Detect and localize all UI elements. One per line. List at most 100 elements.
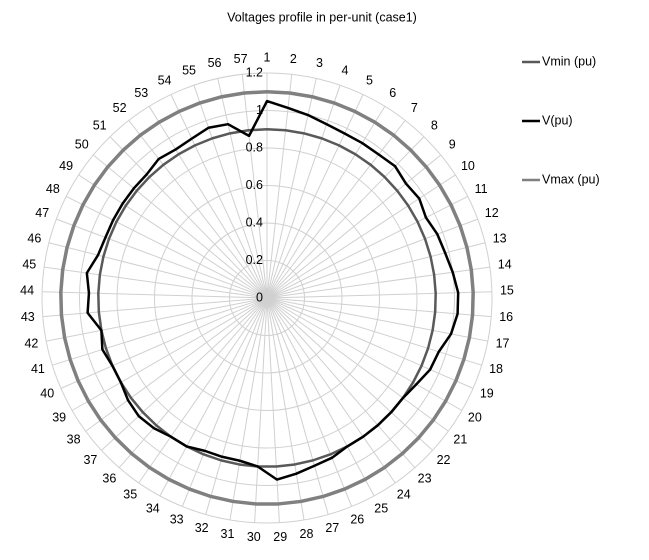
category-label: 25 <box>374 501 388 515</box>
spoke <box>266 195 468 299</box>
spoke <box>266 218 478 299</box>
spoke <box>266 297 449 432</box>
legend-label: V(pu) <box>542 113 573 127</box>
spoke <box>229 297 268 521</box>
spoke <box>241 74 268 299</box>
category-label: 7 <box>411 101 418 115</box>
spoke <box>128 120 268 299</box>
category-label: 3 <box>316 56 323 70</box>
spoke <box>148 106 268 299</box>
category-label: 18 <box>489 362 503 376</box>
category-label: 12 <box>485 206 499 220</box>
category-label: 37 <box>83 453 97 467</box>
category-label: 35 <box>123 488 137 502</box>
spoke <box>170 94 268 299</box>
category-label: 27 <box>325 521 339 535</box>
series-line <box>97 128 437 468</box>
category-label: 24 <box>397 488 411 502</box>
spoke <box>266 291 492 299</box>
category-label: 50 <box>75 138 89 152</box>
category-label: 19 <box>480 387 494 401</box>
chart-title: Voltages profile in per-unit (case1) <box>227 10 417 24</box>
radial-tick-label: 0.8 <box>246 140 263 154</box>
spoke <box>93 154 268 299</box>
spoke <box>193 85 268 299</box>
spoke <box>42 297 268 318</box>
category-label: 40 <box>40 387 54 401</box>
category-label: 47 <box>35 206 49 220</box>
category-label: 45 <box>22 257 36 271</box>
spoke <box>266 297 474 389</box>
spoke <box>266 136 425 299</box>
spoke <box>181 297 268 507</box>
spoke <box>266 174 456 299</box>
category-label: 51 <box>93 118 107 132</box>
category-label: 38 <box>67 432 81 446</box>
spoke <box>56 218 268 299</box>
spoke <box>266 154 441 299</box>
spoke <box>266 297 492 318</box>
spoke <box>266 297 280 523</box>
radial-tick-label: 0 <box>256 290 263 304</box>
spoke <box>266 297 416 469</box>
category-label: 16 <box>499 310 513 324</box>
category-label: 9 <box>449 138 456 152</box>
spoke <box>159 297 268 497</box>
category-label: 30 <box>247 530 261 544</box>
series-line <box>85 99 460 481</box>
spoke <box>266 297 433 451</box>
spoke <box>66 195 268 299</box>
radial-tick-label: 0.6 <box>246 178 263 192</box>
category-label: 26 <box>350 513 364 527</box>
spoke <box>60 297 268 389</box>
category-label: 13 <box>493 231 507 245</box>
spoke <box>266 297 329 515</box>
category-label: 57 <box>234 52 248 66</box>
spoke <box>266 297 396 484</box>
radial-tick-label: 1 <box>256 103 263 117</box>
category-label: 14 <box>498 257 512 271</box>
legend-label: Vmin (pu) <box>542 54 596 68</box>
legend-label: Vmax (pu) <box>542 172 600 186</box>
category-label: 20 <box>468 410 482 424</box>
spoke <box>78 174 268 299</box>
category-label: 21 <box>453 432 467 446</box>
series-line <box>59 90 475 506</box>
category-label: 34 <box>146 501 160 515</box>
spoke <box>138 297 268 484</box>
category-label: 46 <box>27 231 41 245</box>
category-label: 29 <box>273 530 287 544</box>
spoke <box>266 85 341 299</box>
category-label: 11 <box>475 182 488 196</box>
radial-tick-label: 1.2 <box>246 65 263 79</box>
spoke <box>42 291 268 299</box>
category-label: 49 <box>59 159 73 173</box>
category-label: 8 <box>431 118 438 132</box>
category-label: 6 <box>389 86 396 100</box>
category-label: 54 <box>158 73 172 87</box>
category-label: 5 <box>366 73 373 87</box>
spoke <box>266 78 317 299</box>
spoke <box>266 297 463 411</box>
category-label: 39 <box>52 410 66 424</box>
radial-tick-label: 0.2 <box>246 253 263 267</box>
spoke <box>217 78 268 299</box>
category-label: 44 <box>20 284 34 298</box>
category-label: 48 <box>46 182 60 196</box>
category-label: 52 <box>113 101 127 115</box>
category-label: 42 <box>24 336 38 350</box>
category-label: 53 <box>134 86 148 100</box>
spoke <box>101 297 268 451</box>
category-label: 4 <box>341 63 348 77</box>
category-label: 36 <box>102 471 116 485</box>
category-label: 1 <box>264 50 271 64</box>
category-label: 23 <box>418 471 432 485</box>
spoke <box>118 297 268 469</box>
spoke <box>52 297 268 366</box>
spoke <box>266 297 482 366</box>
spoke <box>266 297 305 521</box>
category-label: 15 <box>500 284 514 298</box>
category-label: 10 <box>461 159 475 173</box>
spoke <box>109 136 268 299</box>
